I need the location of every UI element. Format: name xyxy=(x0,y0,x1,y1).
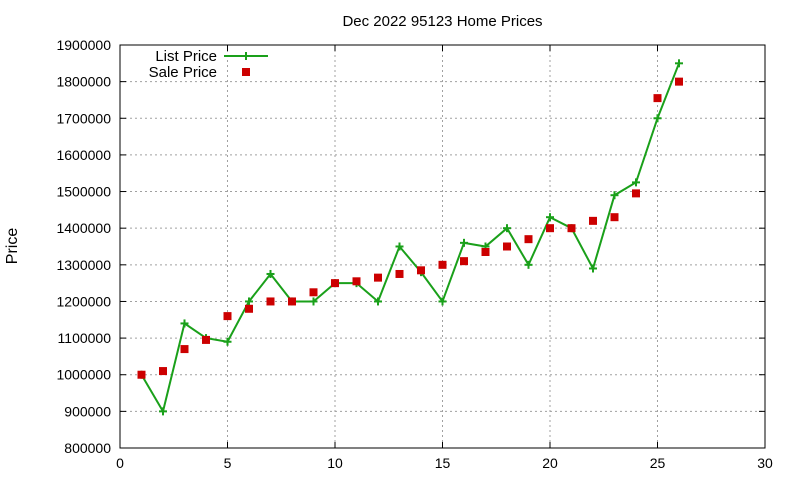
sale-price-point xyxy=(417,266,425,275)
y-tick-label: 900000 xyxy=(64,403,111,419)
sale-price-point xyxy=(632,189,640,198)
list-price-point xyxy=(460,238,468,247)
y-tick-label: 1900000 xyxy=(56,37,111,53)
y-tick-label: 1300000 xyxy=(56,257,111,273)
y-tick-label: 800000 xyxy=(64,440,111,456)
list-price-point xyxy=(675,59,683,68)
sale-price-point xyxy=(223,312,232,321)
sale-price-point xyxy=(395,269,404,278)
y-tick-label: 1800000 xyxy=(56,74,111,90)
y-axis-title: Price xyxy=(4,228,21,265)
list-price-point xyxy=(546,213,554,222)
y-tick-label: 1400000 xyxy=(56,220,111,236)
sale-price-point xyxy=(460,257,468,266)
sale-price-point xyxy=(352,277,361,286)
sale-price-point xyxy=(503,242,511,251)
y-tick-label: 1500000 xyxy=(56,184,111,200)
grid xyxy=(120,45,765,448)
list-price-point xyxy=(245,297,253,306)
sale-price-point xyxy=(288,297,296,306)
list-price-point xyxy=(159,407,167,416)
list-price-point xyxy=(309,297,318,306)
sale-price-point xyxy=(159,367,167,376)
sale-price-point xyxy=(567,224,576,233)
sale-price-point xyxy=(653,94,662,103)
legend: List Price Sale Price xyxy=(149,48,268,81)
sale-price-point xyxy=(180,345,189,354)
list-price-point xyxy=(438,297,447,306)
list-price-point xyxy=(653,114,662,123)
list-price-point xyxy=(610,191,619,200)
sale-price-point xyxy=(438,260,447,269)
list-price-line xyxy=(140,62,680,414)
sale-price-point xyxy=(589,216,597,225)
y-tick-label: 1200000 xyxy=(56,293,111,309)
axis-tick-labels: 0 5 10 15 20 25 30 800000 900000 1000000 1100000 12… xyxy=(56,37,773,471)
legend-marks xyxy=(224,52,268,76)
sale-price-point xyxy=(266,297,275,306)
list-price-point xyxy=(395,242,404,251)
sale-price-point xyxy=(546,224,554,233)
list-price-point xyxy=(266,269,275,278)
sale-price-point xyxy=(331,279,339,288)
list-price-point xyxy=(180,319,189,328)
list-price-point xyxy=(632,178,640,187)
list-price-point xyxy=(503,224,511,233)
x-tick-label: 10 xyxy=(327,455,343,471)
x-tick-label: 5 xyxy=(224,455,232,471)
x-tick-label: 0 xyxy=(116,455,124,471)
sale-price-point xyxy=(524,235,533,244)
sale-price-point xyxy=(675,77,683,86)
list-price-point xyxy=(223,337,232,346)
x-tick-label: 25 xyxy=(650,455,666,471)
x-tick-label: 30 xyxy=(757,455,773,471)
y-tick-label: 1100000 xyxy=(58,330,112,346)
sale-price-point xyxy=(610,213,619,222)
legend-label-sale-price: Sale Price xyxy=(149,64,217,81)
list-price-point xyxy=(589,264,597,273)
sale-price-point xyxy=(309,288,318,297)
y-tick-label: 1700000 xyxy=(56,110,111,126)
legend-marker-sale-price xyxy=(242,68,250,76)
sale-price-point xyxy=(137,370,146,379)
sale-price-point xyxy=(245,304,253,313)
x-tick-label: 20 xyxy=(542,455,558,471)
series xyxy=(137,59,683,416)
legend-label-list-price: List Price xyxy=(155,48,217,65)
legend-marker-list-price xyxy=(242,52,250,60)
y-tick-label: 1000000 xyxy=(56,367,111,383)
list-price-point xyxy=(374,297,382,306)
chart-title: Dec 2022 95123 Home Prices xyxy=(342,13,542,30)
list-price-point xyxy=(524,260,533,269)
x-tick-label: 15 xyxy=(435,455,451,471)
sale-price-point xyxy=(374,273,382,282)
axis-ticks xyxy=(120,45,765,448)
sale-price-point xyxy=(481,247,490,256)
sale-price-point xyxy=(202,335,210,344)
y-tick-label: 1600000 xyxy=(56,147,111,163)
